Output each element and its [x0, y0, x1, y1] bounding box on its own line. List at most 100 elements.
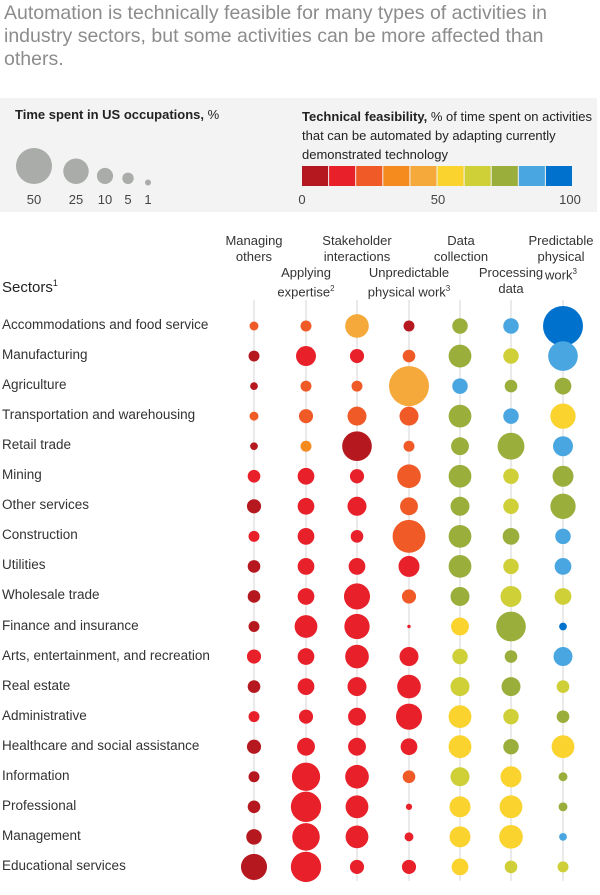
- bubble: [450, 677, 470, 697]
- bubble: [497, 432, 525, 460]
- bubble: [448, 344, 472, 368]
- sector-label: Administrative: [2, 707, 87, 723]
- column-header-processing-data: Processing data: [478, 265, 544, 296]
- bubble: [348, 707, 366, 726]
- bubble: [553, 436, 573, 457]
- bubble: [250, 382, 258, 390]
- bubble: [347, 496, 367, 516]
- sector-label: Arts, entertainment, and recreation: [2, 647, 210, 663]
- sector-label: Real estate: [2, 677, 71, 693]
- bubble: [297, 527, 315, 545]
- bubble: [555, 528, 571, 545]
- bubble: [300, 380, 312, 392]
- size-legend-circle: [122, 172, 134, 185]
- bubble: [496, 611, 526, 642]
- bubble: [395, 703, 423, 730]
- bubble: [349, 859, 365, 874]
- bubble: [345, 795, 369, 819]
- bubble: [550, 493, 576, 519]
- bubble: [300, 440, 312, 452]
- bubble: [554, 558, 572, 575]
- bubble: [297, 588, 315, 605]
- bubble: [248, 621, 260, 632]
- chart-title: Automation is technically feasible for m…: [4, 2, 548, 70]
- sector-label: Accommodations and food service: [2, 317, 209, 332]
- bubble: [247, 800, 261, 814]
- bubble: [559, 622, 567, 631]
- column-header-data-collection: Data collection: [433, 233, 489, 264]
- bubble: [551, 735, 575, 759]
- bubble: [247, 680, 261, 693]
- bubble: [559, 832, 567, 841]
- bubble: [250, 442, 258, 451]
- bubble: [350, 530, 364, 543]
- column-header-stakeholder-interactions: Stakeholder interactions: [322, 233, 392, 264]
- size-legend-circle: [145, 179, 151, 186]
- bubble: [298, 409, 314, 424]
- sector-label: Mining: [2, 467, 42, 483]
- bubble: [499, 825, 523, 849]
- bubble: [450, 586, 470, 606]
- column-header-managing-others: Managing others: [225, 233, 283, 264]
- bubble: [402, 770, 416, 784]
- bubble: [347, 406, 367, 426]
- bubble: [558, 772, 568, 782]
- bubble: [297, 678, 315, 695]
- bubble: [552, 465, 574, 487]
- bubble: [503, 408, 519, 424]
- sector-label: Utilities: [2, 557, 46, 573]
- size-legend-circle: [63, 158, 89, 184]
- bubble: [503, 468, 519, 484]
- size-legend-label: 5: [124, 192, 132, 207]
- size-legend-title: Time spent in US occupations, %: [15, 107, 220, 122]
- bubble: [240, 853, 268, 880]
- color-legend-title: Technical feasibility, % of time spent o…: [302, 109, 592, 162]
- bubble: [297, 467, 315, 485]
- bubble: [248, 771, 260, 783]
- bubble: [452, 378, 468, 394]
- column-header-predictable-physical-work: Predictable physical work3: [528, 233, 594, 283]
- bubble: [503, 558, 519, 575]
- bubble: [402, 349, 416, 363]
- color-scale-swatch: [356, 166, 383, 186]
- bubble: [501, 677, 521, 697]
- bubble: [297, 558, 315, 575]
- bubble: [449, 826, 471, 848]
- bubble: [550, 403, 576, 429]
- size-legend-label: 10: [97, 192, 113, 207]
- bubble: [345, 644, 369, 669]
- bubble: [246, 829, 262, 845]
- sector-label: Management: [2, 827, 81, 843]
- bubble: [554, 588, 572, 605]
- bubble: [397, 674, 421, 699]
- bubble: [248, 711, 260, 723]
- bubble: [403, 440, 415, 452]
- bubble: [451, 858, 469, 876]
- bubble: [401, 859, 417, 874]
- bubble: [448, 524, 472, 548]
- bubble: [345, 825, 369, 849]
- bubble: [548, 341, 578, 371]
- sector-label: Transportation and warehousing: [2, 407, 196, 423]
- bubble: [503, 498, 519, 515]
- bubble: [291, 762, 321, 791]
- color-scale-swatch: [545, 166, 572, 186]
- bubble: [405, 803, 413, 810]
- bubble: [451, 617, 469, 636]
- bubble: [294, 615, 318, 638]
- bubble: [297, 737, 315, 756]
- color-scale-swatch: [464, 166, 491, 186]
- color-scale-swatch: [491, 166, 518, 186]
- sector-label: Manufacturing: [2, 347, 88, 363]
- bubble: [504, 860, 518, 874]
- bubble: [407, 624, 411, 629]
- bubble: [345, 764, 369, 789]
- bubble: [500, 585, 522, 607]
- bubble: [556, 710, 570, 723]
- bubble: [247, 560, 261, 573]
- size-legend-label: 25: [68, 192, 84, 207]
- bubble: [398, 555, 420, 577]
- bubble: [342, 431, 372, 462]
- bubble: [246, 649, 262, 664]
- bubble: [389, 366, 429, 407]
